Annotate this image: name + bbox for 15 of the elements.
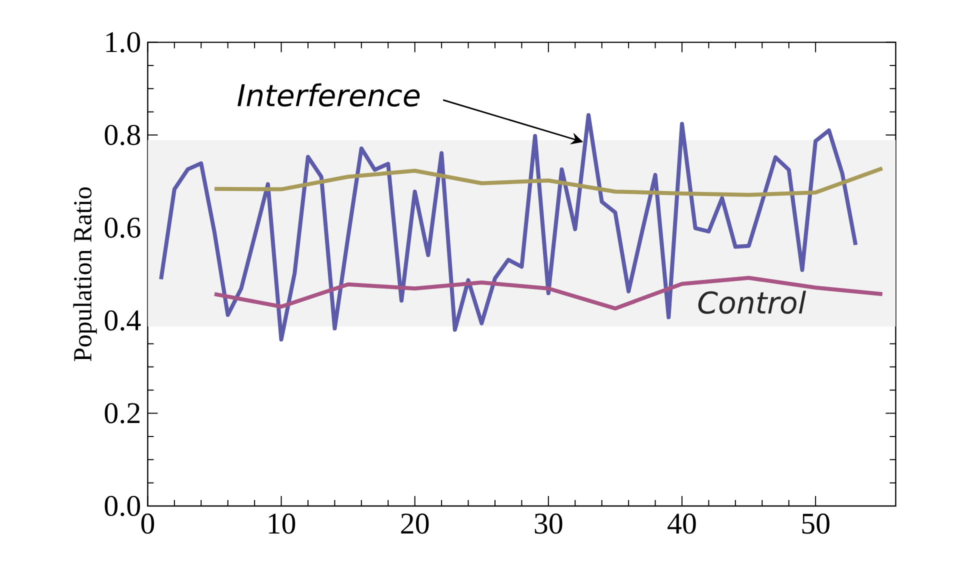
x-tick-label: 20 [401,514,429,534]
y-tick-label: 1.0 [106,32,140,52]
annotation: Interference [238,83,420,107]
y-tick-label: 0.4 [104,310,141,331]
y-tick-label: 0.8 [104,124,140,146]
x-tick-label: 40 [668,514,696,534]
y-axis-title: Population Ratio [73,187,97,362]
y-tick-label: 0.2 [104,403,140,424]
annotation: Control [698,290,806,314]
x-tick-label: 50 [802,514,830,534]
y-tick-label: 0.0 [104,496,140,516]
x-tick-label: 10 [268,514,296,534]
x-tick-label: 0 [141,514,154,534]
y-tick-label: 0.6 [104,218,140,238]
x-tick-label: 30 [534,514,562,534]
